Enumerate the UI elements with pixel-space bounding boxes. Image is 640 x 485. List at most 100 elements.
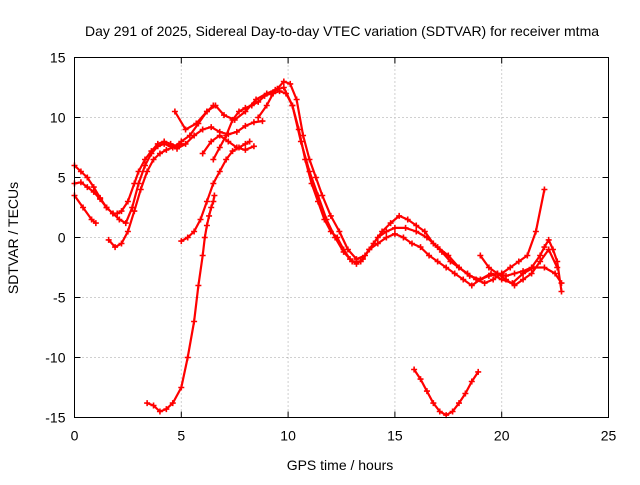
data-point-marker: [340, 246, 347, 253]
data-point-marker: [216, 168, 223, 175]
data-point-marker: [524, 252, 531, 259]
data-point-marker: [208, 204, 215, 211]
data-point-marker: [131, 208, 138, 215]
data-point-marker: [280, 78, 287, 85]
x-tick-label: 15: [387, 428, 403, 444]
data-point-marker: [541, 186, 548, 193]
series-line: [107, 104, 215, 249]
data-point-marker: [336, 228, 343, 235]
data-point-marker: [468, 282, 475, 289]
data-point-marker: [169, 144, 176, 151]
data-point-marker: [359, 256, 366, 263]
data-point-marker: [216, 132, 223, 139]
data-point-marker: [502, 272, 509, 279]
data-point-marker: [246, 138, 253, 145]
data-point-marker: [387, 220, 394, 227]
data-point-marker: [404, 216, 411, 223]
data-point-marker: [109, 210, 116, 217]
data-point-marker: [129, 204, 136, 211]
data-point-marker: [178, 238, 185, 245]
data-point-marker: [347, 256, 354, 263]
data-point-marker: [210, 156, 217, 163]
data-point-marker: [282, 90, 289, 97]
data-point-marker: [191, 318, 198, 325]
data-point-marker: [242, 104, 249, 111]
data-point-marker: [203, 222, 210, 229]
data-point-marker: [178, 138, 185, 145]
series-line: [73, 120, 264, 225]
data-point-marker: [477, 252, 484, 259]
data-point-marker: [408, 240, 415, 247]
data-point-marker: [280, 84, 287, 91]
data-point-marker: [216, 144, 223, 151]
data-point-marker: [182, 126, 189, 133]
data-point-marker: [90, 188, 97, 195]
data-point-marker: [156, 150, 163, 157]
data-point-marker: [334, 234, 341, 241]
data-point-marker: [451, 270, 458, 277]
data-point-marker: [263, 102, 270, 109]
data-point-marker: [515, 258, 522, 265]
data-point-marker: [532, 228, 539, 235]
data-point-marker: [447, 258, 454, 265]
data-point-marker: [507, 264, 514, 271]
data-point-marker: [137, 186, 144, 193]
data-point-marker: [208, 138, 215, 145]
data-point-marker: [558, 288, 565, 295]
data-point-marker: [353, 260, 360, 267]
data-point-marker: [144, 168, 151, 175]
series-line: [173, 86, 563, 285]
series-arc-12: [477, 236, 565, 295]
data-point-marker: [490, 276, 497, 283]
x-tick-label: 0: [71, 428, 79, 444]
data-point-marker: [366, 246, 373, 253]
data-point-marker: [122, 220, 129, 227]
y-tick-label: -10: [45, 350, 65, 366]
data-point-marker: [211, 192, 218, 199]
series-arc-9: [144, 192, 218, 415]
data-point-marker: [528, 270, 535, 277]
data-point-marker: [77, 179, 84, 186]
data-point-marker: [112, 244, 119, 251]
y-tick-label: -15: [45, 410, 65, 426]
data-point-marker: [255, 98, 262, 105]
data-point-marker: [511, 282, 518, 289]
data-point-marker: [391, 224, 398, 231]
data-point-marker: [221, 112, 228, 119]
series-arc-4: [105, 102, 217, 251]
data-point-marker: [255, 114, 262, 121]
data-point-marker: [203, 198, 210, 205]
data-point-marker: [321, 216, 328, 223]
data-point-marker: [225, 138, 232, 145]
series-line: [257, 90, 559, 287]
data-point-marker: [163, 146, 170, 153]
data-point-marker: [552, 270, 559, 277]
data-point-marker: [468, 378, 475, 385]
series-arc-7: [199, 132, 257, 157]
data-point-marker: [308, 180, 315, 187]
data-point-marker: [315, 198, 322, 205]
data-point-marker: [434, 258, 441, 265]
data-point-marker: [511, 270, 518, 277]
data-point-marker: [229, 116, 236, 123]
data-point-marker: [449, 408, 456, 415]
data-point-marker: [206, 212, 213, 219]
data-point-marker: [430, 400, 437, 407]
data-point-marker: [312, 174, 319, 181]
data-point-marker: [148, 150, 155, 157]
data-point-marker: [144, 400, 151, 407]
data-point-marker: [84, 184, 91, 191]
data-point-marker: [103, 204, 110, 211]
data-point-marker: [242, 146, 249, 153]
data-point-marker: [135, 168, 142, 175]
data-point-marker: [124, 198, 131, 205]
series-arc-6: [210, 78, 548, 287]
data-point-marker: [477, 276, 484, 283]
data-point-marker: [210, 198, 217, 205]
data-point-marker: [289, 102, 296, 109]
data-point-marker: [485, 272, 492, 279]
data-point-marker: [97, 196, 104, 203]
data-point-marker: [242, 140, 249, 147]
